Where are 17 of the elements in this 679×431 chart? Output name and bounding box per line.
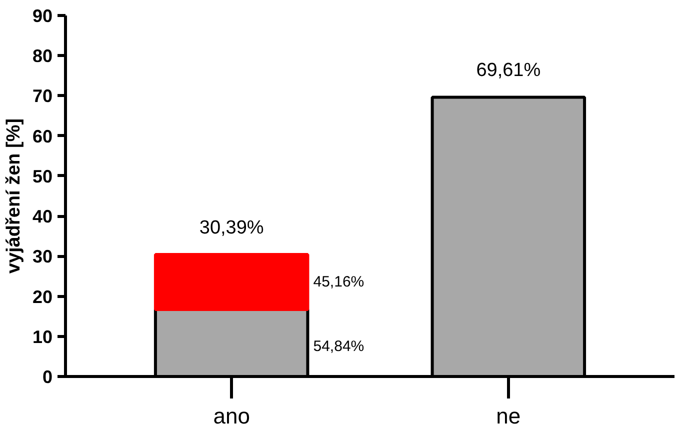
total-label: 69,61% <box>476 60 541 82</box>
x-tick-label: ano <box>213 404 250 428</box>
y-tick-label: 80 <box>32 46 53 66</box>
y-tick-label: 50 <box>32 166 53 186</box>
total-label: 30,39% <box>199 218 264 239</box>
y-tick-label: 40 <box>32 206 53 227</box>
y-tick-label: 30 <box>32 246 53 267</box>
annotation: 45,16% <box>313 274 364 291</box>
x-tick-label: ne <box>496 404 521 428</box>
y-tick-label: 70 <box>32 86 53 106</box>
y-tick-label: 0 <box>42 367 53 387</box>
annotation: 54,84% <box>313 338 364 355</box>
y-tick-label: 10 <box>32 326 53 347</box>
y-axis-title: vyjádření žen [%] <box>3 118 24 274</box>
y-tick-label: 90 <box>32 6 53 26</box>
y-tick-label: 60 <box>32 126 53 146</box>
y-tick-label: 20 <box>32 286 53 307</box>
